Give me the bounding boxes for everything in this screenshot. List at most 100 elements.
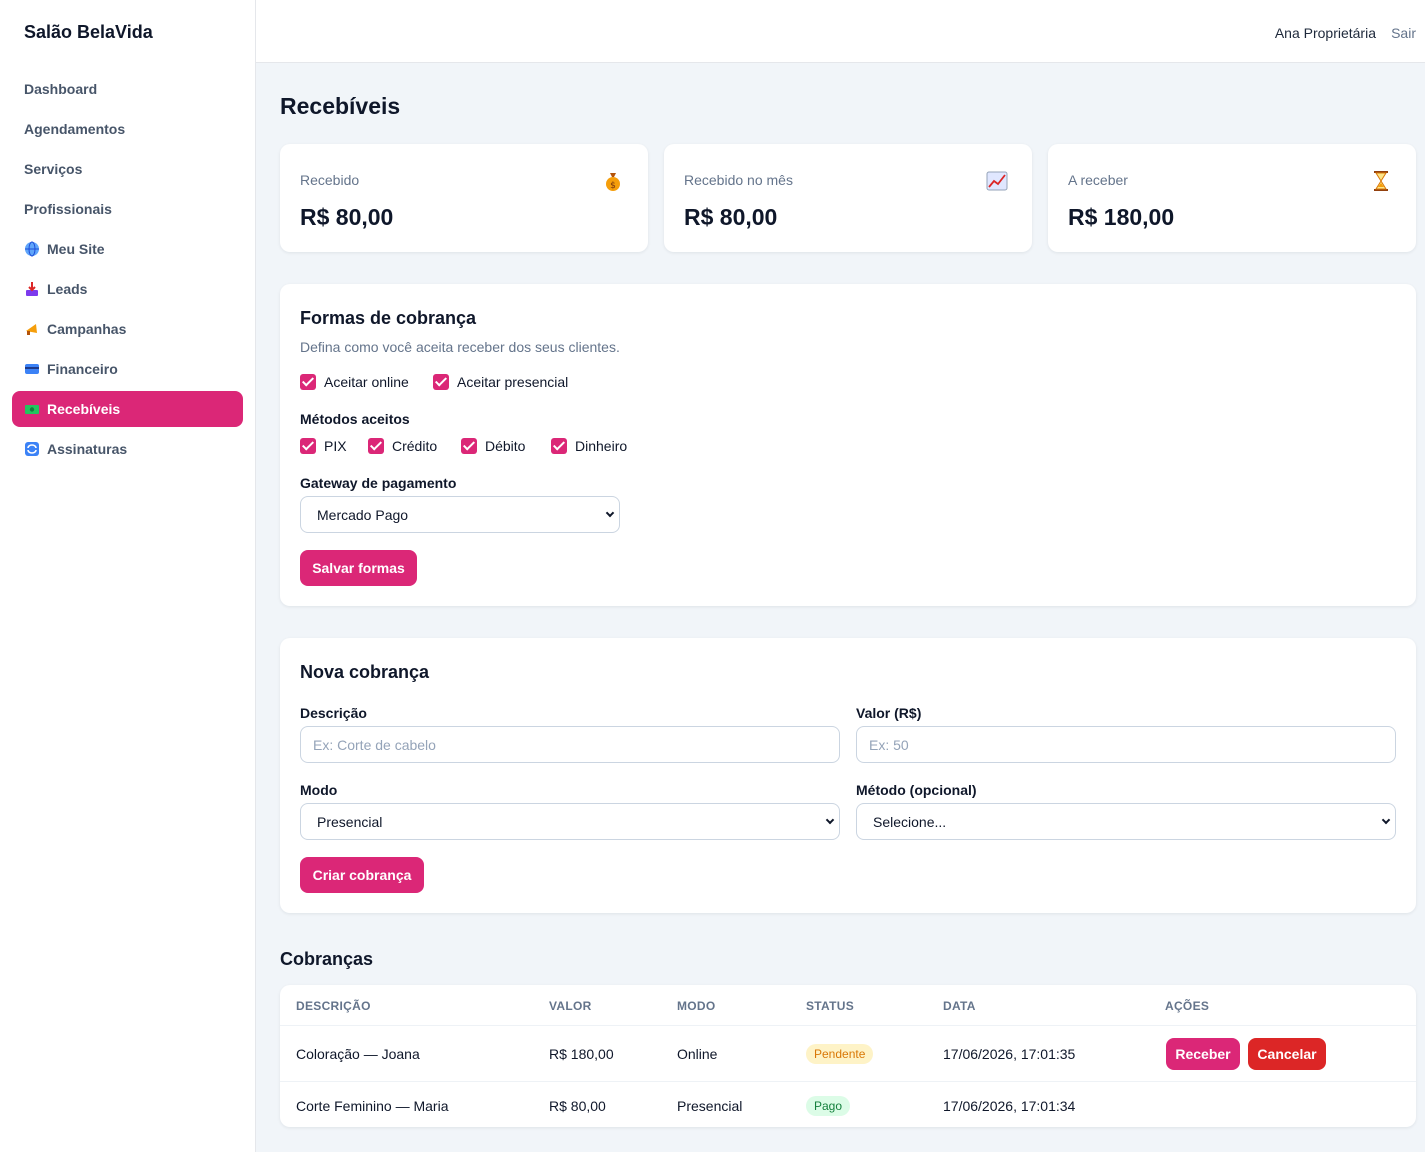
new-charge-card: Nova cobrança Descrição Ex: Corte de cab… [280, 638, 1416, 913]
description-label: Descrição [300, 705, 367, 721]
stat-card-recebido-mes: Recebido no mês R$ 80,00 [664, 144, 1032, 252]
sidebar-nav: Dashboard Agendamentos Serviços Profissi… [12, 71, 243, 471]
section-subtitle: Defina como você aceita receber dos seus… [300, 339, 620, 355]
sidebar-item-financeiro[interactable]: Financeiro [12, 351, 243, 387]
cell-value: R$ 80,00 [549, 1098, 606, 1114]
sidebar-item-label: Agendamentos [24, 121, 126, 137]
checkbox-label: Aceitar online [324, 374, 409, 390]
divider [280, 1081, 1416, 1082]
stat-value: R$ 80,00 [684, 204, 778, 230]
checkbox-label: Dinheiro [575, 438, 628, 454]
sidebar-item-leads[interactable]: Leads [12, 271, 243, 307]
sidebar-item-meu-site[interactable]: Meu Site [12, 231, 243, 267]
sidebar-item-recebiveis[interactable]: Recebíveis [12, 391, 243, 427]
checkbox-label: Débito [485, 438, 526, 454]
stat-card-a-receber: A receber R$ 180,00 [1048, 144, 1416, 252]
accept-in-person-checkbox[interactable]: Aceitar presencial [433, 374, 568, 390]
banknote-icon [24, 401, 40, 417]
cell-description: Coloração — Joana [296, 1046, 420, 1062]
method-select[interactable]: Selecione... [856, 803, 1396, 840]
credit-card-icon [24, 361, 40, 377]
cell-mode: Online [677, 1046, 718, 1062]
stat-value: R$ 80,00 [300, 204, 394, 230]
value-label: Valor (R$) [856, 705, 922, 721]
globe-icon [24, 241, 40, 257]
cell-date: 17/06/2026, 17:01:35 [943, 1046, 1076, 1062]
accept-online-checkbox[interactable]: Aceitar online [300, 374, 409, 390]
stat-card-recebido: Recebido R$ 80,00 $ [280, 144, 648, 252]
method-pix-checkbox[interactable]: PIX [300, 438, 347, 454]
checkbox-checked[interactable] [300, 374, 316, 390]
column-header: DATA [943, 999, 976, 1013]
method-label: Método (opcional) [856, 782, 977, 798]
chevron-down-icon [605, 508, 615, 518]
value-placeholder: Ex: 50 [869, 736, 909, 753]
chevron-down-icon [825, 815, 835, 825]
chart-increasing-icon [986, 170, 1008, 192]
charges-table: DESCRIÇÃO VALOR MODO STATUS DATA AÇÕES C… [280, 985, 1416, 1127]
column-header: AÇÕES [1165, 999, 1210, 1013]
page-title: Recebíveis [280, 93, 401, 119]
checkbox-label: Crédito [392, 438, 438, 454]
brand-name: Salão BelaVida [24, 22, 153, 42]
method-credito-checkbox[interactable]: Crédito [368, 438, 437, 454]
receive-button[interactable]: Receber [1166, 1038, 1240, 1070]
sidebar-item-label: Dashboard [24, 81, 98, 97]
sidebar-item-servicos[interactable]: Serviços [12, 151, 243, 187]
cell-description: Corte Feminino — Maria [296, 1098, 449, 1114]
hourglass-icon [1370, 170, 1392, 192]
checkbox-checked[interactable] [433, 374, 449, 390]
sidebar-item-profissionais[interactable]: Profissionais [12, 191, 243, 227]
gateway-select[interactable]: Mercado Pago [300, 496, 620, 533]
payment-forms-card: Formas de cobrança Defina como você acei… [280, 284, 1416, 606]
mode-select-value: Presencial [317, 813, 383, 830]
money-bag-icon: $ [602, 170, 624, 192]
create-charge-button[interactable]: Criar cobrança [300, 857, 424, 893]
save-forms-button[interactable]: Salvar formas [300, 550, 417, 586]
checkbox-checked[interactable] [461, 438, 477, 454]
sidebar-item-label: Assinaturas [47, 441, 128, 457]
sidebar-item-label: Recebíveis [47, 401, 121, 417]
top-bar: Ana Proprietária Sair [256, 0, 1425, 63]
charges-title: Cobranças [280, 949, 374, 969]
stat-label: A receber [1068, 172, 1128, 188]
method-select-value: Selecione... [873, 813, 947, 830]
sidebar-item-label: Leads [47, 281, 88, 297]
checkbox-checked[interactable] [551, 438, 567, 454]
stat-label: Recebido no mês [684, 172, 793, 188]
column-header: VALOR [549, 999, 592, 1013]
column-header: MODO [677, 999, 716, 1013]
description-input[interactable]: Ex: Corte de cabelo [300, 726, 840, 763]
user-name: Ana Proprietária [1274, 25, 1376, 41]
method-dinheiro-checkbox[interactable]: Dinheiro [551, 438, 627, 454]
sidebar: Salão BelaVida Dashboard Agendamentos Se… [0, 0, 256, 1152]
value-input[interactable]: Ex: 50 [856, 726, 1396, 763]
checkbox-label: PIX [324, 438, 347, 454]
sidebar-item-label: Meu Site [47, 241, 105, 257]
checkbox-label: Aceitar presencial [457, 374, 569, 390]
cell-mode: Presencial [677, 1098, 743, 1114]
svg-text:$: $ [610, 181, 616, 191]
gateway-label: Gateway de pagamento [300, 475, 457, 491]
sidebar-item-campanhas[interactable]: Campanhas [12, 311, 243, 347]
sidebar-item-label: Serviços [24, 161, 83, 177]
sidebar-item-assinaturas[interactable]: Assinaturas [12, 431, 243, 467]
cell-value: R$ 180,00 [549, 1046, 614, 1062]
sidebar-item-agendamentos[interactable]: Agendamentos [12, 111, 243, 147]
checkbox-checked[interactable] [368, 438, 384, 454]
cancel-button[interactable]: Cancelar [1248, 1038, 1326, 1070]
methods-label: Métodos aceitos [300, 411, 410, 427]
logout-link[interactable]: Sair [1391, 25, 1416, 41]
cell-date: 17/06/2026, 17:01:34 [943, 1098, 1076, 1114]
mode-select[interactable]: Presencial [300, 803, 840, 840]
stat-value: R$ 180,00 [1068, 204, 1175, 230]
gateway-select-value: Mercado Pago [317, 506, 409, 523]
repeat-icon [24, 441, 40, 457]
checkbox-checked[interactable] [300, 438, 316, 454]
inbox-tray-icon [24, 281, 40, 297]
sidebar-item-label: Campanhas [47, 321, 127, 337]
sidebar-item-dashboard[interactable]: Dashboard [12, 71, 243, 107]
stat-label: Recebido [300, 172, 360, 188]
mode-label: Modo [300, 782, 338, 798]
method-debito-checkbox[interactable]: Débito [461, 438, 525, 454]
